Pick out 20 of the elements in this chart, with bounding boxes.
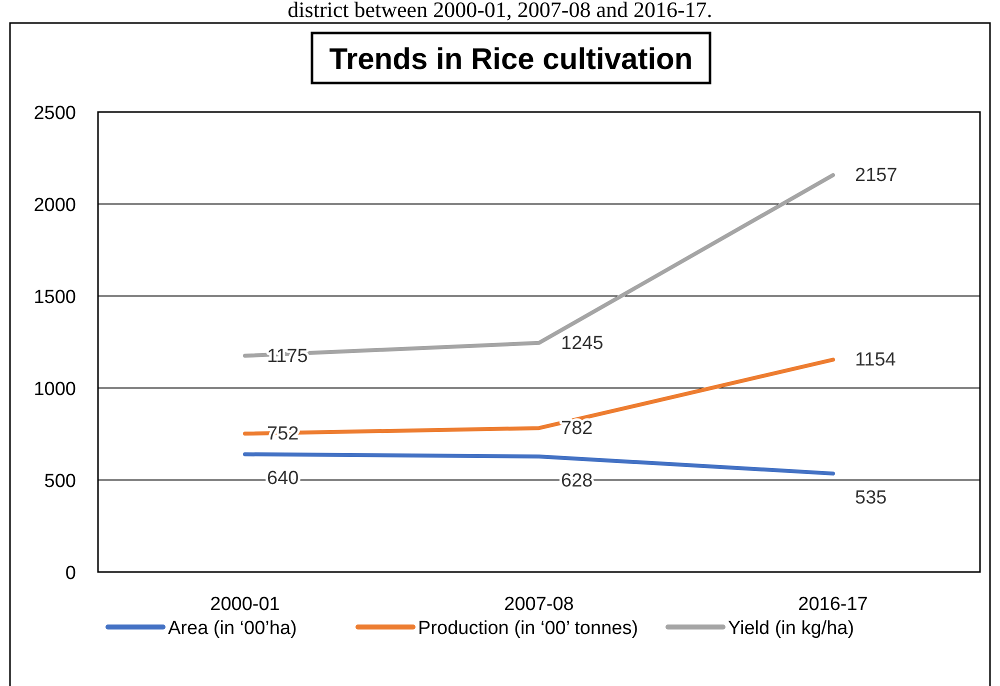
data-label: 1175 — [267, 346, 308, 367]
x-tick-label: 2016-17 — [798, 594, 868, 615]
legend-label: Yield (in kg/ha) — [728, 618, 854, 639]
y-tick-label: 1000 — [34, 379, 76, 400]
data-label: 1245 — [561, 332, 604, 354]
y-tick-label: 2500 — [34, 103, 76, 124]
y-tick-label: 2000 — [34, 195, 76, 216]
y-tick-label: 1500 — [34, 287, 76, 308]
x-tick-label: 2000-01 — [210, 594, 280, 615]
text: district between 2000-01, 2007-08 and 2016-17. — [288, 0, 712, 22]
data-label: 2157 — [855, 165, 898, 186]
y-tick-label: 500 — [44, 471, 76, 492]
data-label: 535 — [855, 488, 887, 509]
legend-label: Production (in ‘00’ tonnes) — [418, 618, 638, 639]
chart-title: Trends in Rice cultivation — [329, 43, 693, 76]
x-tick-label: 2007-08 — [504, 594, 574, 615]
data-label: 782 — [561, 418, 593, 440]
data-label: 1154 — [855, 350, 896, 371]
legend-label: Area (in ‘00’ha) — [168, 618, 297, 639]
y-tick-label: 0 — [65, 563, 76, 584]
